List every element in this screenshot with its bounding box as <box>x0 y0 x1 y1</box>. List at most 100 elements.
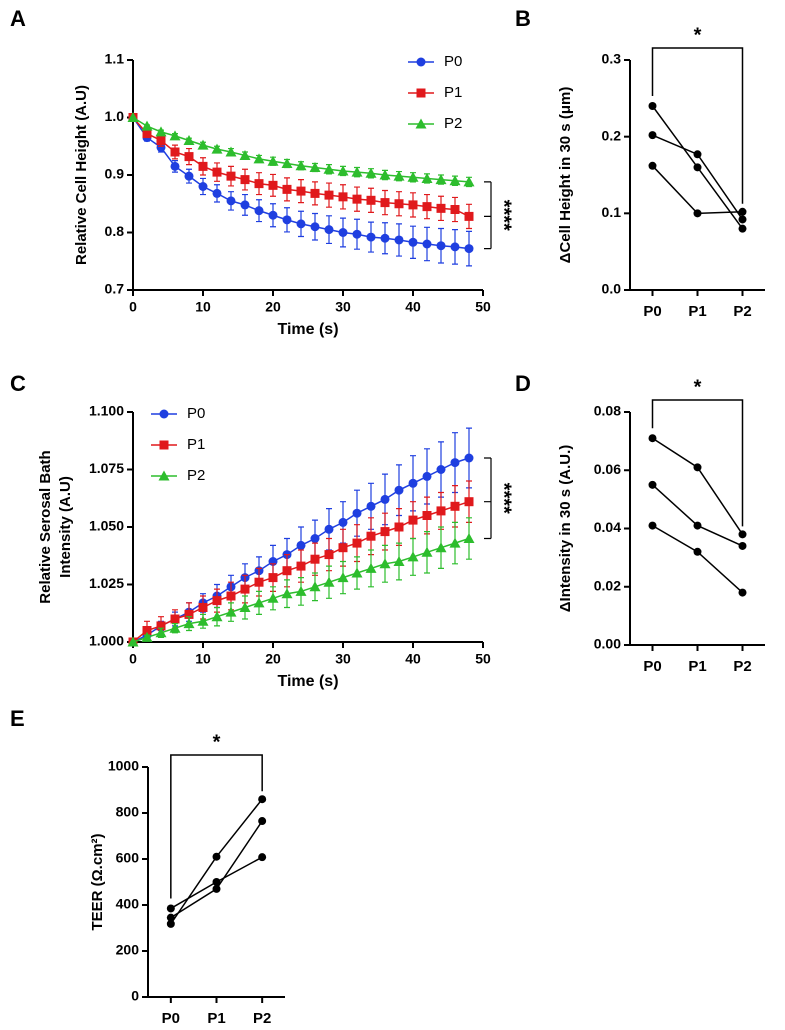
y-tick-label: 1.075 <box>89 460 124 476</box>
x-tick-label: 40 <box>405 651 421 667</box>
point <box>166 913 175 922</box>
marker <box>267 592 279 603</box>
marker <box>408 478 418 488</box>
marker <box>337 165 349 176</box>
marker <box>268 573 278 583</box>
x-tick-label: 0 <box>129 651 137 667</box>
marker <box>169 130 181 141</box>
y-tick-label: 0.04 <box>594 519 621 535</box>
significance: **** <box>493 200 515 231</box>
point <box>212 852 221 861</box>
marker <box>198 161 208 171</box>
significance-bracket <box>651 47 744 204</box>
marker <box>422 202 432 212</box>
marker <box>170 161 180 171</box>
subject-line <box>652 524 744 594</box>
marker <box>309 162 321 173</box>
marker <box>464 244 474 254</box>
x-tick-label: P2 <box>733 303 751 320</box>
marker <box>141 120 153 131</box>
marker <box>170 147 180 157</box>
marker <box>296 561 306 571</box>
marker <box>379 558 391 569</box>
marker <box>211 143 223 154</box>
significance-bracket <box>484 457 492 540</box>
point <box>693 163 702 172</box>
marker <box>267 155 279 166</box>
y-tick-label: 1.050 <box>89 518 124 534</box>
marker <box>421 546 433 557</box>
marker <box>338 543 348 553</box>
marker <box>435 174 447 185</box>
point <box>166 919 175 928</box>
marker <box>380 527 390 537</box>
marker <box>282 184 292 194</box>
legend-label: P2 <box>187 467 205 484</box>
marker <box>225 606 237 617</box>
marker <box>415 118 427 129</box>
y-axis-label: Relative Cell Height (A.U) <box>73 85 90 265</box>
marker <box>142 129 152 139</box>
legend-label: P1 <box>187 436 205 453</box>
marker <box>240 584 250 594</box>
marker <box>127 112 139 122</box>
panel-label: A <box>10 6 26 31</box>
marker <box>184 171 194 181</box>
y-tick-label: 0.9 <box>105 166 125 182</box>
marker <box>226 591 236 601</box>
marker <box>281 588 293 599</box>
marker <box>253 153 265 164</box>
marker <box>366 501 376 511</box>
marker <box>338 517 348 527</box>
marker <box>239 602 251 612</box>
x-tick-label: 20 <box>265 299 281 315</box>
marker <box>324 524 334 534</box>
marker <box>450 242 460 252</box>
marker <box>156 142 166 152</box>
marker <box>351 166 363 177</box>
marker <box>183 135 195 145</box>
marker <box>158 470 170 481</box>
marker <box>254 577 264 587</box>
x-axis-label: Time (s) <box>277 321 338 338</box>
subject-line <box>652 437 744 535</box>
point <box>738 224 747 233</box>
marker <box>169 622 181 633</box>
marker <box>211 611 223 622</box>
marker <box>184 152 194 162</box>
point <box>648 434 657 443</box>
marker <box>379 169 391 180</box>
marker <box>184 609 194 619</box>
marker <box>408 237 418 247</box>
x-tick-label: 0 <box>129 299 137 315</box>
marker <box>394 522 404 532</box>
marker <box>324 190 334 200</box>
y-tick-label: 0.3 <box>602 51 622 67</box>
marker <box>464 497 474 507</box>
marker <box>450 205 460 214</box>
x-tick-label: 40 <box>405 299 421 315</box>
marker <box>394 199 404 209</box>
y-axis-label: Relative Serosal Bath <box>37 450 54 603</box>
marker <box>253 597 265 608</box>
y-tick-label: 0.08 <box>594 403 621 419</box>
marker <box>463 533 475 543</box>
marker <box>436 241 446 251</box>
significance: * <box>694 24 702 46</box>
marker <box>156 136 166 145</box>
x-tick-label: P0 <box>162 1010 180 1027</box>
marker <box>197 615 209 626</box>
y-axis-label: ΔIntensity in 30 s (A.U.) <box>557 445 574 612</box>
x-tick-label: 50 <box>475 651 491 667</box>
marker <box>142 626 152 635</box>
marker <box>268 210 278 220</box>
marker <box>212 167 222 177</box>
marker <box>380 494 390 504</box>
significance: * <box>694 376 702 398</box>
point <box>166 904 175 913</box>
marker <box>464 211 474 221</box>
panel-label: B <box>515 6 531 31</box>
marker <box>352 194 362 204</box>
point <box>693 521 702 530</box>
marker <box>324 550 334 560</box>
